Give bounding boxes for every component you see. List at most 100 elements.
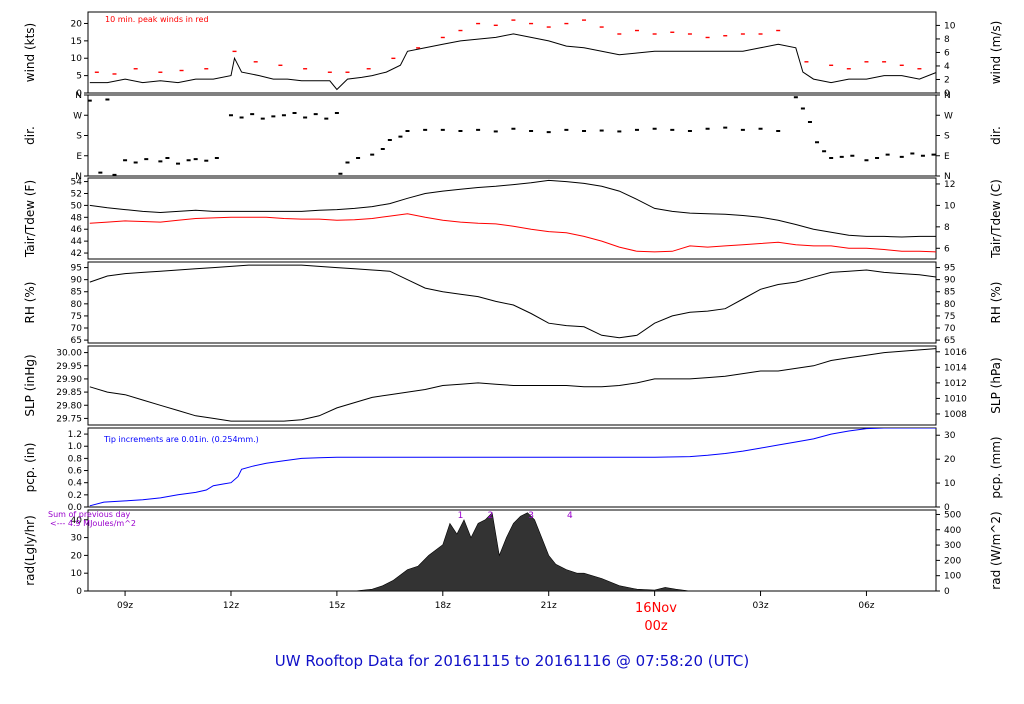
dir-point xyxy=(250,113,255,116)
chart-title: UW Rooftop Data for 20161115 to 20161116… xyxy=(275,652,749,670)
peak-wind-mark xyxy=(440,36,445,39)
peak-wind-mark xyxy=(391,57,396,60)
dir-left-tick-label: E xyxy=(76,152,82,162)
dir-point xyxy=(260,117,265,120)
peak-wind-mark xyxy=(687,33,692,35)
pcp-right-tick-label: 0 xyxy=(944,503,950,513)
dir-point xyxy=(546,131,551,134)
dir-point xyxy=(740,128,745,131)
dir-point xyxy=(529,130,534,132)
dir-point xyxy=(112,173,117,176)
peak-wind-mark xyxy=(529,22,534,25)
temp-ylabel-left: Tair/Tdew (F) xyxy=(23,180,37,258)
dir-right-tick-label: W xyxy=(944,111,953,121)
slp-left-tick-label: 29.80 xyxy=(56,401,82,411)
x-tick-label: 21z xyxy=(541,601,557,611)
wind-left-tick-label: 20 xyxy=(71,19,83,29)
rad-marker: 2 xyxy=(488,511,494,521)
rad-right-tick-label: 200 xyxy=(944,556,961,566)
peak-wind-mark xyxy=(564,22,569,25)
peak-wind-mark xyxy=(723,35,728,37)
rad-left-tick-label: 0 xyxy=(76,587,82,597)
dir-point xyxy=(338,172,343,175)
wind-right-tick-label: 10 xyxy=(944,21,956,31)
peak-wind-mark xyxy=(253,61,258,63)
peak-wind-mark xyxy=(112,73,117,75)
rh-right-tick-label: 85 xyxy=(944,288,955,298)
dir-point xyxy=(356,157,361,159)
peak-wind-mark xyxy=(94,71,99,73)
panel-pcp: 0.0 0.2 0.4 0.6 0.8 1.0 1.2 0 10 20 30 pcp. (in) pcp… xyxy=(23,427,1003,513)
slp-series-0 xyxy=(89,348,936,422)
rh-ylabel-left: RH (%) xyxy=(23,282,37,324)
temp-right-tick-label: 8 xyxy=(944,223,950,233)
x-tick-label: 09z xyxy=(117,601,133,611)
dir-point xyxy=(186,159,191,162)
rad-annotation-1: <--- 4.9 MJoules/m^2 xyxy=(50,519,136,528)
panel-slp: 29.75 29.80 29.85 29.90 29.95 30.00 1008 1010 10… xyxy=(23,345,1003,426)
dir-point xyxy=(793,96,798,99)
panel-wind: 0 5 10 15 20 0 2 4 6 8 10 wind (kts) wind (m/s) 10 mi… xyxy=(23,11,1003,99)
rh-left-tick-label: 95 xyxy=(71,264,82,274)
rh-right-tick-label: 70 xyxy=(944,324,956,334)
rh-right-tick-label: 80 xyxy=(944,300,956,310)
pcp-left-tick-label: 0.4 xyxy=(68,479,83,489)
dir-point xyxy=(476,128,481,131)
dir-point xyxy=(910,152,915,155)
peak-wind-mark xyxy=(705,36,710,39)
dir-point xyxy=(670,128,675,131)
peak-wind-mark xyxy=(327,71,332,73)
dir-point xyxy=(807,121,812,123)
dir-right-tick-label: S xyxy=(944,132,950,142)
rad-annotation-0: Sum of previous day xyxy=(48,510,130,519)
dir-point xyxy=(193,158,198,161)
pcp-line xyxy=(89,428,936,507)
dir-point xyxy=(885,153,890,156)
dir-left-tick-label: N xyxy=(75,172,82,182)
wind-series-0 xyxy=(89,33,936,91)
dir-point xyxy=(144,158,149,161)
peak-wind-mark xyxy=(232,50,237,53)
dir-point xyxy=(776,130,781,132)
rad-right-tick-label: 100 xyxy=(944,572,961,582)
wind-annotation: 10 min. peak winds in red xyxy=(105,15,209,24)
x-axis: 09z 12z 15z 18z 21z 03z 06z xyxy=(117,591,875,611)
peak-wind-mark xyxy=(582,19,587,21)
slp-left-tick-label: 29.85 xyxy=(56,388,82,398)
dir-point xyxy=(281,114,286,117)
dir-point xyxy=(380,148,385,150)
peak-wind-mark xyxy=(652,33,657,35)
wind-left-tick-label: 0 xyxy=(76,89,82,99)
pcp-annotation: Tip increments are 0.01in. (0.254mm.) xyxy=(103,435,259,444)
temp-left-tick-label: 46 xyxy=(71,225,83,235)
dir-point xyxy=(758,127,763,130)
peak-wind-mark xyxy=(179,69,184,72)
peak-wind-mark xyxy=(634,29,639,32)
rh-left-tick-label: 65 xyxy=(71,336,82,346)
peak-wind-mark xyxy=(158,71,163,73)
peak-wind-mark xyxy=(740,33,745,35)
wind-right-tick-label: 6 xyxy=(944,48,950,58)
dir-point xyxy=(303,116,308,119)
rh-series-0 xyxy=(89,264,936,339)
dir-left-tick-label: W xyxy=(73,111,82,121)
peak-wind-mark xyxy=(776,29,781,32)
dir-point xyxy=(123,159,128,162)
slp-right-tick-label: 1016 xyxy=(944,348,967,358)
rad-left-tick-label: 30 xyxy=(71,534,83,544)
dir-point xyxy=(387,139,392,141)
pcp-left-tick-label: 0.6 xyxy=(68,467,83,477)
wind-right-tick-label: 0 xyxy=(944,89,950,99)
temp-right-tick-label: 6 xyxy=(944,244,950,254)
dir-point xyxy=(875,157,880,159)
temp-series-Tair xyxy=(89,179,936,238)
peak-wind-mark xyxy=(846,68,851,70)
temp-left-tick-label: 44 xyxy=(71,237,83,247)
dir-frame xyxy=(87,94,937,177)
dir-point xyxy=(634,128,639,131)
dir-point xyxy=(617,130,622,133)
temp-left-tick-label: 42 xyxy=(71,249,82,259)
x-tick-label: 03z xyxy=(752,601,768,611)
temp-ylabel-right: Tair/Tdew (C) xyxy=(989,179,1003,259)
